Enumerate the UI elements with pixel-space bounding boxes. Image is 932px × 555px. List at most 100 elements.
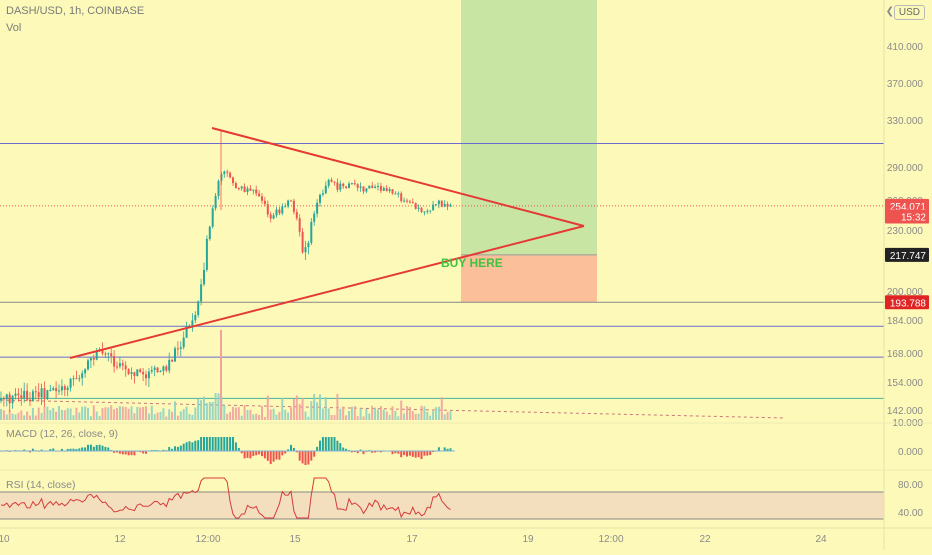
candle-body — [174, 348, 176, 362]
macd-bar — [188, 441, 191, 451]
candle-body — [17, 393, 20, 396]
lower-trendline — [69, 225, 585, 359]
candle-body — [127, 369, 130, 375]
volume-bar — [14, 414, 17, 420]
macd-bar — [345, 448, 348, 451]
volume-bar — [391, 406, 394, 420]
candle-body — [46, 390, 49, 399]
volume-bar — [194, 407, 197, 420]
macd-bar — [403, 451, 406, 456]
candle-body — [72, 378, 75, 380]
volume-bar — [371, 405, 374, 420]
candle-body — [43, 388, 46, 399]
macd-bar — [278, 451, 281, 460]
macd-bar — [411, 451, 414, 457]
candle-body — [368, 185, 371, 189]
volume-bar — [249, 409, 252, 420]
candle-body — [81, 373, 84, 379]
volume-bar — [255, 413, 258, 420]
volume-bar — [98, 416, 101, 420]
macd-bar — [89, 444, 92, 451]
volume-bar — [174, 401, 176, 420]
volume-bar — [220, 330, 222, 420]
macd-bar — [127, 451, 130, 456]
volume-bar — [435, 407, 437, 420]
volume-bar — [417, 413, 420, 420]
macd-bar — [391, 451, 394, 455]
candle-body — [8, 394, 11, 404]
macd-bar — [408, 451, 411, 456]
macd-bar — [261, 451, 263, 457]
price-label-text: 217.747 — [890, 251, 927, 262]
volume-bar — [0, 409, 2, 420]
rsi-title: RSI (14, close) — [6, 479, 75, 491]
horizontal-lines[interactable] — [0, 143, 884, 419]
candle-body — [400, 193, 403, 202]
volume-bar — [388, 415, 391, 420]
candle-body — [269, 214, 272, 219]
volume-bar — [287, 412, 290, 420]
macd-bar — [87, 444, 89, 451]
volume-bar — [261, 406, 263, 420]
volume-bar — [348, 410, 350, 420]
candle-body — [2, 398, 5, 400]
macd-bar — [269, 451, 272, 465]
volume-bar — [266, 395, 269, 420]
volume-bar — [5, 414, 8, 420]
volume-bar — [185, 406, 188, 420]
candle-body — [40, 388, 43, 398]
upper-trendline — [211, 127, 585, 227]
volume-bar — [145, 406, 147, 420]
volume-bar — [281, 398, 284, 420]
macd-bar — [176, 446, 179, 451]
chevron-left-icon[interactable]: ❮ — [885, 6, 894, 17]
x-tick-label: 24 — [815, 534, 827, 545]
candle-body — [229, 172, 232, 178]
macd-bar — [31, 448, 34, 451]
volume-bar — [310, 401, 313, 420]
volume-bar — [379, 406, 382, 420]
macd-bar — [246, 451, 249, 458]
candle-body — [429, 210, 432, 212]
volume-bar — [304, 411, 307, 420]
macd-bar — [339, 443, 342, 451]
candle-body — [191, 320, 194, 326]
macd-bar — [66, 448, 69, 451]
candle-body — [339, 183, 342, 190]
macd-bar — [104, 446, 107, 451]
candle-body — [139, 369, 142, 373]
macd-bar — [139, 451, 142, 453]
candle-body — [336, 182, 339, 190]
candle-body — [327, 179, 330, 186]
volume-bar — [437, 406, 440, 420]
volume-bar — [365, 408, 368, 420]
y-tick-label: 184.000 — [887, 316, 924, 327]
currency-badge[interactable]: USD — [893, 5, 925, 20]
rsi-tick-label: 40.00 — [898, 508, 923, 519]
volume-bar — [429, 415, 432, 420]
price-label-box — [885, 247, 929, 262]
candle-body — [150, 370, 153, 372]
macd-bar — [397, 451, 400, 454]
volume-bar — [377, 409, 379, 420]
symbol-title[interactable]: DASH/USD, 1h, COINBASE — [6, 5, 145, 17]
candle-body — [292, 200, 295, 212]
macd-bar — [310, 451, 313, 461]
trendlines[interactable] — [69, 127, 585, 359]
candle-body — [330, 179, 333, 182]
candle-body — [58, 390, 60, 392]
price-label-box — [885, 198, 929, 213]
volume-bar — [58, 405, 60, 420]
time-axis[interactable]: 10 12 12:00 15 17 19 12:00 22 24 — [0, 527, 932, 545]
candle-body — [0, 398, 2, 401]
candle-body — [417, 207, 420, 209]
candle-body — [403, 200, 406, 202]
candle-body — [295, 211, 298, 219]
volume-bar — [23, 415, 26, 420]
macd-bar — [60, 448, 63, 451]
volume-bar — [397, 416, 400, 420]
volume-bar — [130, 406, 133, 420]
